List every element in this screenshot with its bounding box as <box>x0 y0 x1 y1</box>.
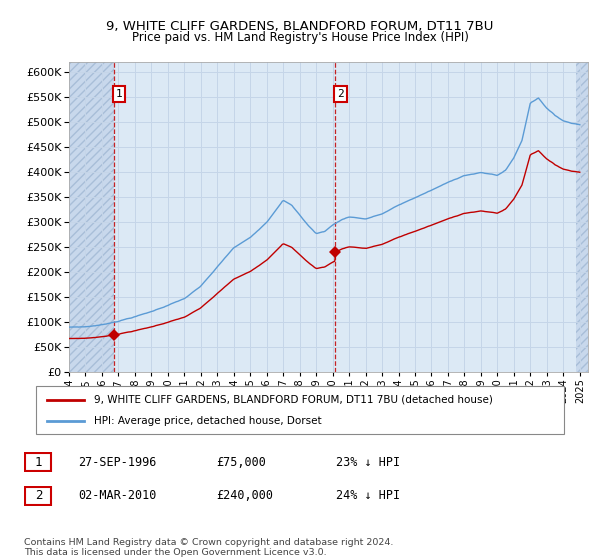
Text: 1: 1 <box>35 455 42 469</box>
FancyBboxPatch shape <box>36 386 564 434</box>
Text: HPI: Average price, detached house, Dorset: HPI: Average price, detached house, Dors… <box>94 416 322 426</box>
Text: 1: 1 <box>116 89 122 99</box>
Text: 9, WHITE CLIFF GARDENS, BLANDFORD FORUM, DT11 7BU: 9, WHITE CLIFF GARDENS, BLANDFORD FORUM,… <box>106 20 494 32</box>
Text: Contains HM Land Registry data © Crown copyright and database right 2024.
This d: Contains HM Land Registry data © Crown c… <box>24 538 394 557</box>
Text: 9, WHITE CLIFF GARDENS, BLANDFORD FORUM, DT11 7BU (detached house): 9, WHITE CLIFF GARDENS, BLANDFORD FORUM,… <box>94 395 493 405</box>
Bar <box>575 62 588 372</box>
Text: 27-SEP-1996: 27-SEP-1996 <box>78 455 157 469</box>
Text: 02-MAR-2010: 02-MAR-2010 <box>78 489 157 502</box>
Text: 23% ↓ HPI: 23% ↓ HPI <box>336 455 400 469</box>
FancyBboxPatch shape <box>25 487 52 505</box>
Text: 24% ↓ HPI: 24% ↓ HPI <box>336 489 400 502</box>
Text: £75,000: £75,000 <box>216 455 266 469</box>
Text: 2: 2 <box>337 89 344 99</box>
FancyBboxPatch shape <box>25 453 52 471</box>
Text: Price paid vs. HM Land Registry's House Price Index (HPI): Price paid vs. HM Land Registry's House … <box>131 31 469 44</box>
Text: £240,000: £240,000 <box>216 489 273 502</box>
Text: 2: 2 <box>35 489 42 502</box>
Bar <box>69 62 114 372</box>
